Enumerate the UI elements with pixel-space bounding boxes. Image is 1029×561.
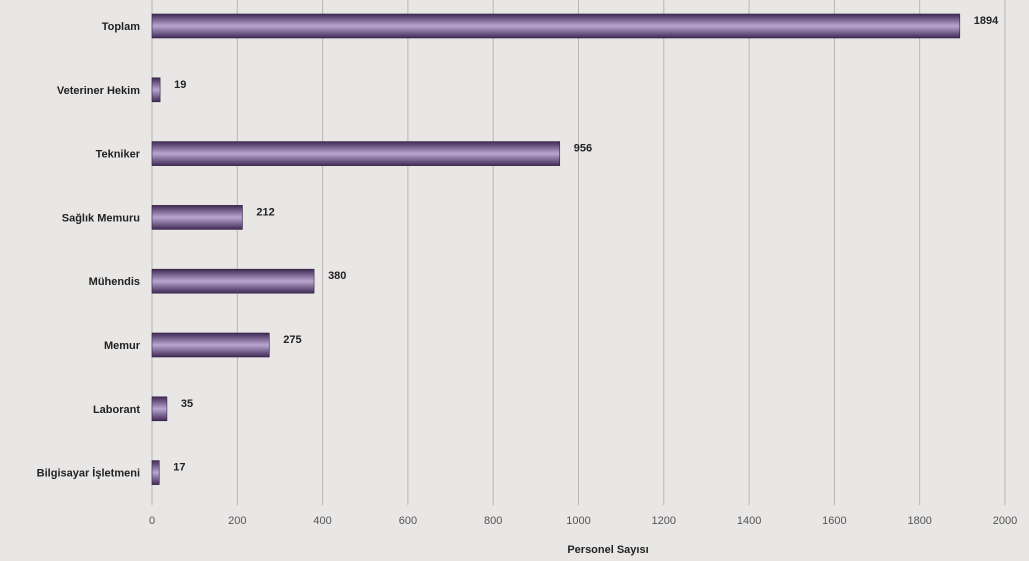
bar-5	[151, 332, 270, 358]
category-label: Bilgisayar İşletmeni	[37, 467, 140, 480]
bar-4	[151, 268, 315, 294]
data-label: 35	[181, 398, 193, 410]
bar-6	[151, 396, 168, 422]
x-tick-label: 800	[484, 515, 502, 527]
category-label: Toplam	[102, 21, 141, 33]
category-label: Laborant	[93, 404, 140, 416]
x-axis-title: Personel Sayısı	[567, 544, 648, 556]
gridlines	[151, 0, 1006, 505]
x-tick-label: 1200	[652, 515, 676, 527]
category-labels: Toplam Veteriner Hekim Tekniker Sağlık Memu…	[37, 21, 141, 480]
category-label: Sağlık Memuru	[62, 212, 140, 224]
data-label: 380	[328, 270, 346, 282]
value-labels: 1894 19 956 212 380 275 35 17	[173, 15, 999, 474]
data-label: 17	[173, 462, 185, 474]
bars	[151, 13, 961, 485]
x-tick-label: 400	[313, 515, 331, 527]
x-tick-label: 1000	[566, 515, 590, 527]
x-tick-label: 0	[149, 515, 155, 527]
x-tick-label: 1800	[907, 515, 931, 527]
bar-7	[151, 460, 160, 485]
data-label: 19	[174, 79, 186, 91]
bar-2	[151, 141, 561, 166]
x-tick-label: 600	[399, 515, 417, 527]
category-label: Memur	[104, 340, 141, 352]
x-tick-label: 2000	[993, 515, 1017, 527]
bar-3	[151, 205, 243, 230]
category-label: Mühendis	[89, 276, 140, 288]
data-label: 212	[256, 206, 274, 218]
data-label: 1894	[974, 15, 999, 27]
x-tick-label: 1400	[737, 515, 761, 527]
x-tick-label: 1600	[822, 515, 846, 527]
bar-0	[151, 13, 961, 39]
data-label: 956	[574, 143, 592, 155]
category-label: Veteriner Hekim	[57, 85, 140, 97]
category-label: Tekniker	[96, 149, 141, 161]
data-label: 275	[283, 334, 301, 346]
bar-1	[151, 77, 161, 103]
x-axis-ticks: 0 200 400 600 800 1000 1200 1400 1600 1800 2000	[149, 515, 1017, 527]
x-tick-label: 200	[228, 515, 246, 527]
